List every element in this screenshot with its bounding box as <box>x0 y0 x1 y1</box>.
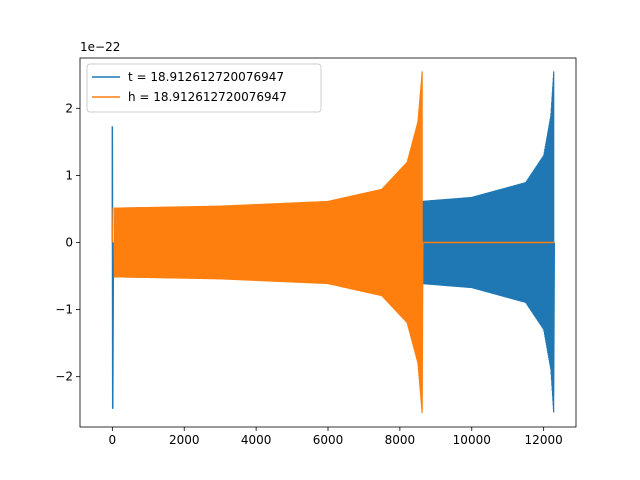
axis-ticks: 0 2000 4000 6000 8000 10000 12000 2 1 0 −1 −2 <box>55 101 562 447</box>
x-tick-label: 2000 <box>169 433 200 447</box>
series-h-line <box>113 71 424 414</box>
series-t-start-spike <box>111 126 115 409</box>
y-tick-label: 0 <box>65 236 73 250</box>
x-tick-label: 12000 <box>525 433 563 447</box>
x-tick-label: 10000 <box>453 433 491 447</box>
legend-label-t: t = 18.912612720076947 <box>128 70 284 84</box>
x-tick-label: 0 <box>109 433 117 447</box>
legend-label-h: h = 18.912612720076947 <box>128 90 287 104</box>
legend: t = 18.912612720076947 h = 18.9126127200… <box>86 63 322 113</box>
y-tick-label: 2 <box>65 101 73 115</box>
series-h-start <box>111 207 114 243</box>
y-tick-label: −1 <box>55 303 73 317</box>
x-tick-label: 8000 <box>385 433 416 447</box>
plot-content <box>111 71 556 414</box>
x-tick-label: 4000 <box>241 433 272 447</box>
y-offset-label: 1e−22 <box>80 40 120 54</box>
y-tick-label: 1 <box>65 168 73 182</box>
legend-box <box>86 63 322 113</box>
y-tick-label: −2 <box>55 370 73 384</box>
x-tick-label: 6000 <box>313 433 344 447</box>
